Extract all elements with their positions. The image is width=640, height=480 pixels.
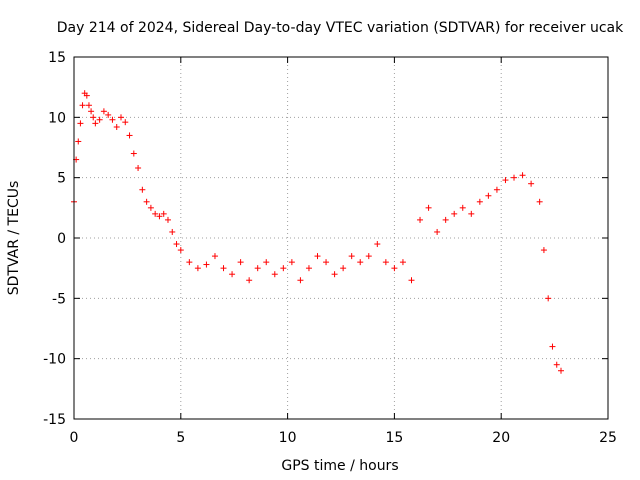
- data-point: [237, 259, 244, 266]
- x-tick-label: 0: [70, 430, 79, 446]
- data-point: [511, 174, 518, 181]
- data-point: [113, 123, 120, 130]
- data-point: [117, 114, 124, 121]
- data-point: [434, 228, 441, 235]
- data-point: [502, 177, 509, 184]
- data-point: [459, 204, 466, 211]
- x-tick-label: 10: [279, 430, 297, 446]
- y-tick-label: 0: [57, 231, 66, 247]
- y-tick-label: -5: [52, 291, 66, 307]
- x-tick-label: 5: [176, 430, 185, 446]
- x-tick-label: 15: [385, 430, 403, 446]
- data-point: [143, 198, 150, 205]
- data-point: [280, 265, 287, 272]
- data-point: [357, 259, 364, 266]
- data-point: [331, 271, 338, 278]
- data-point: [85, 102, 92, 109]
- data-point: [173, 241, 180, 248]
- data-point: [288, 259, 295, 266]
- data-point: [254, 265, 261, 272]
- data-point: [100, 108, 107, 115]
- data-point: [519, 172, 526, 179]
- data-point: [194, 265, 201, 272]
- x-tick-label: 20: [492, 430, 510, 446]
- data-point: [211, 253, 218, 260]
- data-point: [152, 210, 159, 217]
- data-point: [391, 265, 398, 272]
- data-point: [348, 253, 355, 260]
- data-point: [160, 210, 167, 217]
- data-point: [417, 216, 424, 223]
- data-point: [203, 261, 210, 268]
- y-tick-label: -15: [43, 412, 66, 428]
- data-point: [545, 295, 552, 302]
- data-point: [130, 150, 137, 157]
- data-point: [90, 114, 97, 121]
- data-point: [549, 343, 556, 350]
- tick-labels: 0 5 10 15 20 25 -15 -10 -5 0 5 10 15: [43, 50, 617, 446]
- data-point: [186, 259, 193, 266]
- grid-lines: [74, 57, 608, 419]
- y-tick-label: 5: [57, 171, 66, 187]
- data-point: [169, 228, 176, 235]
- data-point: [340, 265, 347, 272]
- data-point: [485, 192, 492, 199]
- data-point: [156, 213, 163, 220]
- data-point: [246, 277, 253, 284]
- data-point: [536, 198, 543, 205]
- data-point: [229, 271, 236, 278]
- data-point: [105, 111, 112, 118]
- data-point: [382, 259, 389, 266]
- data-point: [177, 247, 184, 254]
- data-point: [109, 116, 116, 123]
- data-point: [96, 116, 103, 123]
- data-point: [135, 165, 142, 172]
- data-point: [263, 259, 270, 266]
- data-point: [164, 216, 171, 223]
- data-point: [126, 132, 133, 139]
- data-point: [122, 119, 129, 126]
- data-point: [399, 259, 406, 266]
- x-tick-label: 25: [599, 430, 617, 446]
- data-point: [476, 198, 483, 205]
- y-tick-label: 15: [48, 50, 66, 66]
- data-point: [220, 265, 227, 272]
- data-point: [540, 247, 547, 254]
- data-point: [79, 102, 86, 109]
- data-point: [297, 277, 304, 284]
- data-point: [83, 92, 90, 99]
- data-point: [374, 241, 381, 248]
- data-point: [468, 210, 475, 217]
- x-axis-label: GPS time / hours: [281, 458, 398, 474]
- data-point: [442, 216, 449, 223]
- data-point: [88, 108, 95, 115]
- data-point: [323, 259, 330, 266]
- data-point: [365, 253, 372, 260]
- data-point: [314, 253, 321, 260]
- data-point: [77, 120, 84, 127]
- data-point: [493, 186, 500, 193]
- y-tick-label: -10: [43, 352, 66, 368]
- data-point: [147, 204, 154, 211]
- y-axis-label: SDTVAR / TECUs: [6, 181, 22, 296]
- data-point: [139, 186, 146, 193]
- chart-title: Day 214 of 2024, Sidereal Day-to-day VTE…: [57, 20, 624, 36]
- data-point: [528, 180, 535, 187]
- data-point: [92, 120, 99, 127]
- plot-frame: [73, 56, 609, 420]
- data-point: [425, 204, 432, 211]
- data-series: [71, 90, 565, 374]
- data-point: [75, 138, 82, 145]
- y-tick-label: 10: [48, 110, 66, 126]
- data-point: [553, 361, 560, 368]
- data-point: [408, 277, 415, 284]
- data-point: [451, 210, 458, 217]
- data-point: [305, 265, 312, 272]
- data-point: [271, 271, 278, 278]
- data-point: [558, 367, 565, 374]
